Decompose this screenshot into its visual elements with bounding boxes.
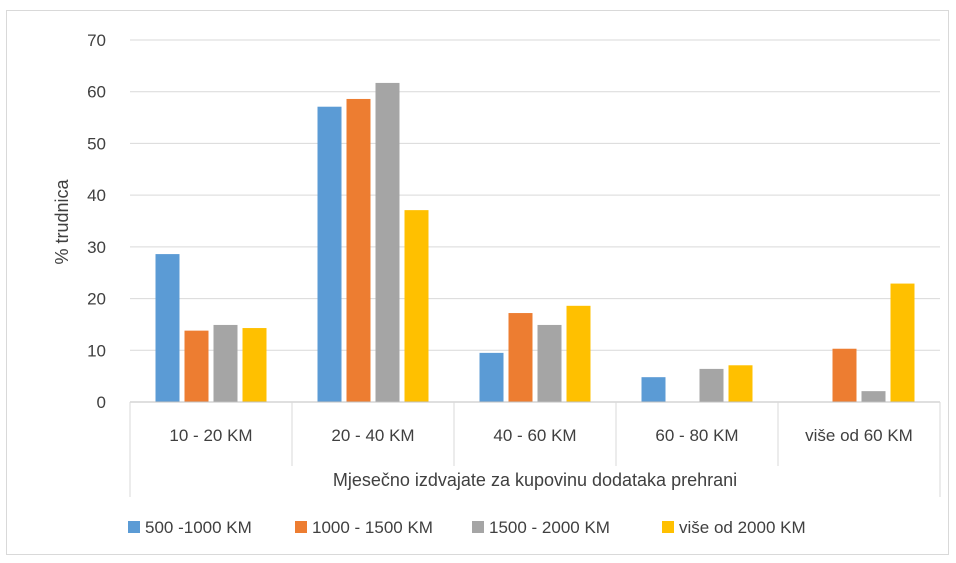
y-tick-label: 50: [87, 134, 106, 153]
bar: [213, 324, 238, 402]
x-tick-label: 60 - 80 KM: [655, 426, 738, 445]
legend: 500 -1000 KM 1000 - 1500 KM 1500 - 2000 KM…: [128, 518, 806, 537]
bar: [479, 352, 504, 402]
bar: [155, 254, 180, 402]
bar: [832, 348, 857, 402]
bar: [728, 365, 753, 402]
bar: [861, 391, 886, 402]
bar: [566, 305, 591, 402]
bar: [890, 283, 915, 402]
x-axis-title: Mjesečno izdvajate za kupovinu dodataka …: [333, 470, 737, 490]
bar: [404, 210, 429, 402]
y-tick-label: 0: [97, 393, 106, 412]
legend-swatch: [472, 521, 484, 533]
x-tick-label: više od 60 KM: [805, 426, 913, 445]
bars: [155, 82, 915, 403]
x-tick-label: 40 - 60 KM: [493, 426, 576, 445]
y-tick-label: 40: [87, 186, 106, 205]
legend-label: 1500 - 2000 KM: [489, 518, 610, 537]
bar: [508, 313, 533, 402]
x-tick-label: 20 - 40 KM: [331, 426, 414, 445]
legend-swatch: [128, 521, 140, 533]
bar: [375, 82, 400, 403]
bar: [641, 377, 666, 402]
gridlines: [130, 39, 940, 351]
y-tick-label: 70: [87, 31, 106, 50]
x-tick-label: 10 - 20 KM: [169, 426, 252, 445]
legend-label: više od 2000 KM: [679, 518, 806, 537]
bar: [346, 98, 371, 402]
x-axis-tick-labels: 10 - 20 KM 20 - 40 KM 40 - 60 KM 60 - 80 KM…: [169, 426, 912, 445]
bar: [699, 368, 724, 402]
y-tick-label: 30: [87, 238, 106, 257]
x-axis: [129, 401, 941, 497]
legend-label: 1000 - 1500 KM: [312, 518, 433, 537]
bar: [537, 324, 562, 402]
legend-swatch: [662, 521, 674, 533]
y-tick-label: 10: [87, 341, 106, 360]
y-tick-label: 60: [87, 83, 106, 102]
y-axis-title: % trudnica: [52, 178, 72, 264]
bar: [242, 328, 267, 402]
bar: [184, 330, 209, 402]
y-tick-label: 20: [87, 290, 106, 309]
legend-label: 500 -1000 KM: [145, 518, 252, 537]
y-axis-tick-labels: 0 10 20 30 40 50 60 70: [87, 31, 106, 412]
bar: [317, 106, 342, 402]
legend-swatch: [295, 521, 307, 533]
chart-frame: [6, 10, 949, 555]
